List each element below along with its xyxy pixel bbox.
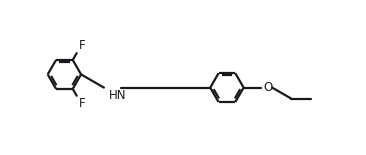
Text: F: F (78, 97, 85, 110)
Text: O: O (264, 81, 273, 94)
Text: HN: HN (109, 89, 127, 102)
Text: F: F (78, 39, 85, 52)
